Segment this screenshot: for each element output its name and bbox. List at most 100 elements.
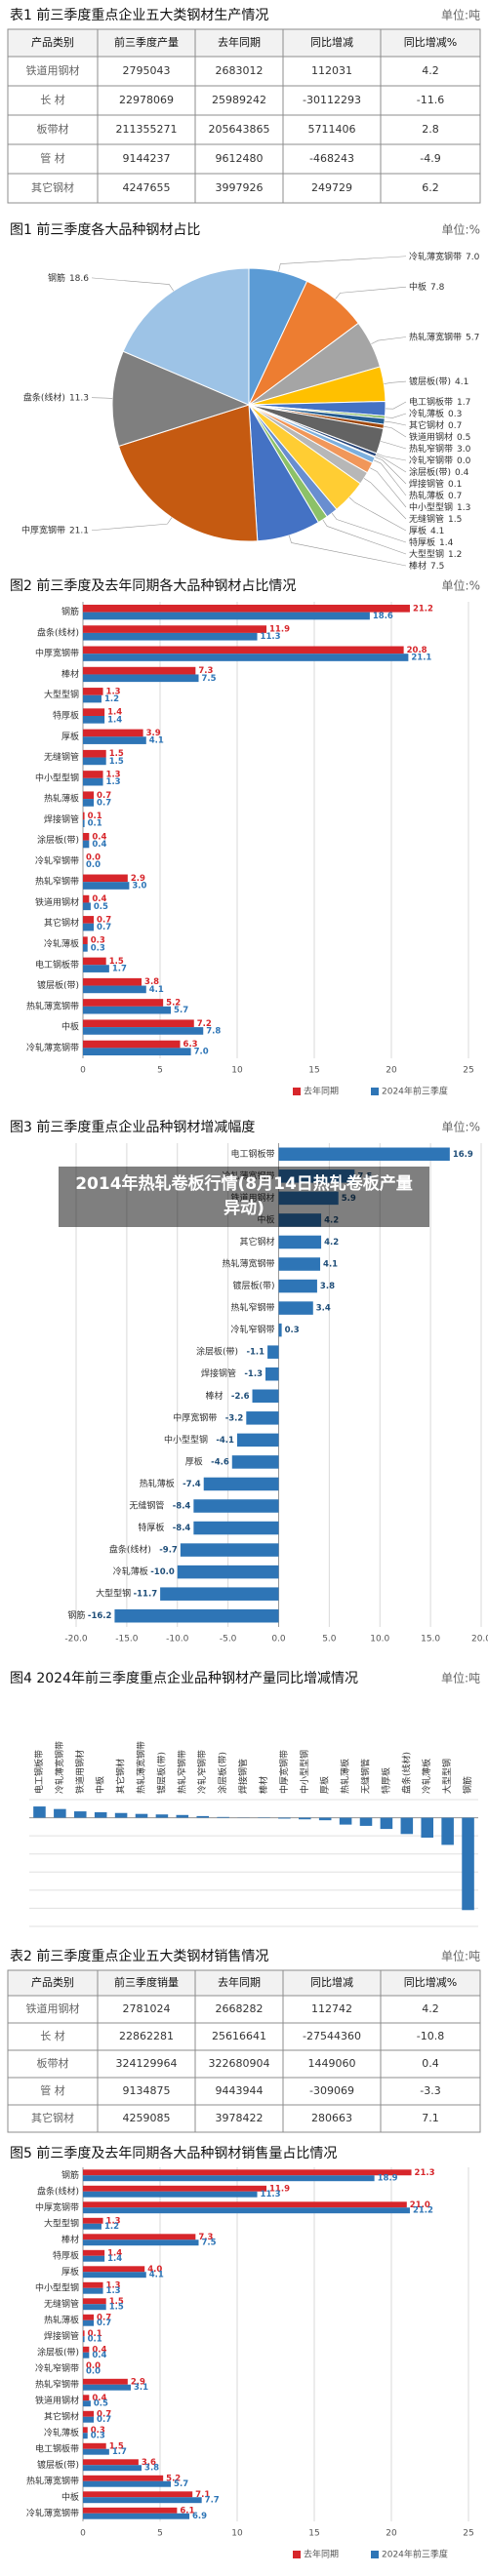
leader-line	[375, 456, 407, 485]
bar	[83, 716, 105, 724]
bar	[33, 1806, 46, 1818]
pie-label-name: 热轧薄板	[409, 490, 444, 501]
bar	[83, 604, 410, 613]
bar	[83, 2201, 407, 2208]
bar	[83, 2433, 88, 2439]
value-label: 0.7	[97, 798, 111, 808]
unit-label: 单位:%	[442, 222, 480, 237]
legend-swatch	[371, 2551, 379, 2558]
category-label: 热轧窄钢带	[230, 1302, 274, 1314]
legend-swatch	[371, 1088, 379, 1095]
value-label: 1.5	[109, 2303, 124, 2313]
pie-label: 铁道用钢材 0.5	[409, 431, 470, 443]
value-label: -3.2	[225, 1413, 244, 1423]
value-label: 4.1	[323, 1260, 338, 1270]
value-label: 21.0	[410, 2200, 430, 2210]
table-cell: 25989242	[212, 94, 266, 106]
bar	[299, 1817, 311, 1820]
category-label: 特厚板	[53, 2249, 79, 2261]
category-label: 中小型型钢	[299, 1750, 310, 1794]
value-label: 1.3	[106, 2280, 121, 2290]
bar	[83, 2207, 410, 2214]
category-label: 镀层板(带)	[37, 2459, 79, 2471]
bar	[83, 977, 142, 986]
bar	[83, 2304, 106, 2311]
category-label: 热轧窄钢带	[35, 2378, 79, 2390]
bar	[278, 1235, 322, 1249]
category-label: 钢筋	[61, 2169, 79, 2181]
table-cell: 324129964	[116, 2057, 178, 2070]
legend-swatch	[293, 2551, 301, 2558]
bar	[176, 1814, 189, 1818]
table-cell: 211355271	[116, 123, 178, 136]
value-label: -16.2	[88, 1611, 112, 1621]
bar	[236, 1433, 279, 1447]
table-frame	[7, 28, 481, 204]
value-label: 0.3	[285, 1326, 300, 1335]
category-label: 电工钢板带	[35, 2442, 79, 2454]
pie-label-value: 4.1	[430, 527, 444, 536]
bar	[83, 771, 103, 778]
table-cell: -10.8	[417, 2030, 444, 2042]
pie-label: 涂层板(带) 0.4	[409, 466, 469, 478]
value-label: -8.4	[173, 1502, 191, 1512]
value-label: 0.0	[86, 853, 101, 863]
value-label: -7.4	[183, 1480, 201, 1489]
value-label: 0.3	[91, 936, 105, 946]
category-label: 涂层板(带)	[37, 2346, 79, 2358]
pie-label-value: 18.6	[69, 273, 89, 283]
table-cell: -11.6	[417, 94, 444, 106]
category-label: 涂层板(带)	[37, 834, 79, 846]
bar	[83, 2319, 95, 2326]
category-label: 冷轧薄板	[421, 1759, 432, 1794]
table-cell: 4.2	[422, 64, 439, 77]
value-label: 21.2	[413, 2206, 433, 2216]
category-label: 中厚宽钢带	[278, 1750, 290, 1794]
table-header-cell: 产品类别	[31, 35, 74, 49]
value-label: 1.4	[107, 2254, 122, 2264]
category-label: 涂层板(带)	[196, 1346, 238, 1358]
category-label: 焊接钢管	[201, 1367, 236, 1379]
pie-slice	[117, 404, 259, 542]
category-label: 棒材	[61, 668, 79, 680]
pie-label: 厚板 4.1	[409, 525, 444, 536]
value-label: 1.3	[106, 2216, 121, 2226]
table-cell: 9144237	[123, 152, 171, 165]
bar	[83, 2298, 106, 2305]
value-label: 0.7	[97, 915, 111, 925]
table-cell: 长 材	[40, 93, 65, 106]
bar	[83, 2175, 375, 2182]
bar	[196, 1815, 209, 1818]
category-label: 棒材	[258, 1776, 269, 1794]
category-label: 中厚宽钢带	[35, 2201, 79, 2213]
bar	[83, 944, 88, 952]
value-label: 0.1	[88, 819, 102, 829]
table-cell: -3.3	[420, 2084, 440, 2097]
category-label: 盘条(线材)	[37, 626, 79, 638]
bar	[83, 674, 199, 683]
category-label: 钢筋	[462, 1776, 473, 1794]
bar	[278, 1279, 317, 1293]
bar	[278, 1817, 291, 1819]
bar	[94, 1812, 107, 1818]
pie-label-name: 镀层板(带)	[409, 376, 451, 387]
x-tick-label: 20	[386, 1066, 397, 1076]
table-cell: 9443944	[216, 2084, 264, 2097]
x-tick-label: 5	[157, 2529, 163, 2539]
category-label: 冷轧薄板	[113, 1565, 148, 1577]
table-header-cell: 同比增减%	[404, 35, 457, 49]
pie-label-name: 焊接钢管	[409, 478, 444, 490]
value-label: 3.4	[316, 1304, 331, 1314]
category-label: 冷轧薄宽钢带	[26, 2507, 79, 2518]
value-label: -10.0	[150, 1567, 175, 1577]
leader-line	[348, 496, 407, 532]
bar	[193, 1521, 279, 1535]
bar	[83, 2239, 199, 2246]
pie-label-value: 5.7	[466, 333, 479, 342]
pie-label-name: 无缝钢管	[409, 513, 444, 525]
leader-line	[91, 517, 173, 532]
bar	[278, 1301, 313, 1315]
table-cell: 长 材	[40, 2029, 65, 2042]
pie-label-value: 0.0	[457, 456, 471, 466]
pie-label: 热轧薄宽钢带 5.7	[409, 331, 479, 342]
